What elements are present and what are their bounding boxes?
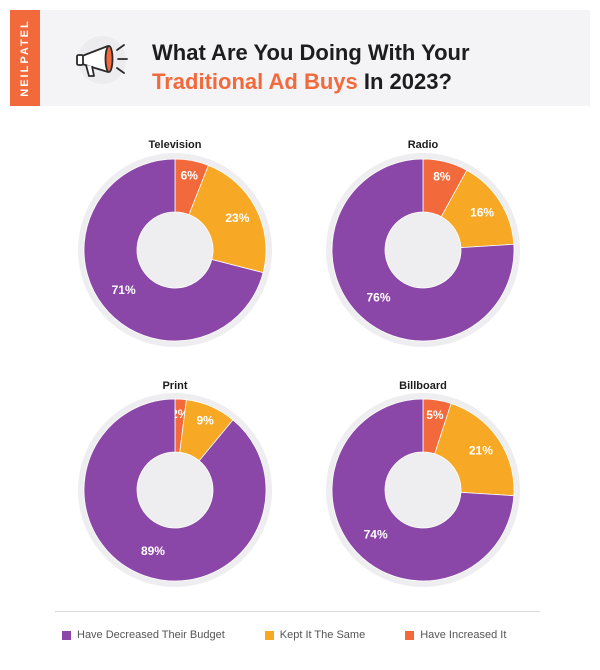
billboard-label-kept: 21% bbox=[469, 444, 493, 458]
legend-swatch-increased bbox=[405, 630, 415, 640]
legend-label-kept: Kept It The Same bbox=[279, 629, 366, 641]
print-slice-decreased bbox=[83, 398, 267, 582]
television-slice-decreased bbox=[83, 158, 264, 342]
radio-label-decreased: 76% bbox=[366, 290, 390, 304]
brand-strip: NEILPATEL bbox=[10, 10, 40, 106]
television-label-increased: 6% bbox=[181, 168, 199, 182]
print-label-kept: 9% bbox=[197, 413, 215, 427]
title-rest: In 2023? bbox=[357, 69, 452, 94]
radio-label-kept: 16% bbox=[470, 205, 494, 219]
title-line-2: Traditional Ad Buys In 2023? bbox=[152, 67, 470, 96]
title-highlight: Traditional Ad Buys bbox=[152, 69, 358, 94]
print-chart-title: Print bbox=[162, 380, 187, 392]
megaphone-icon bbox=[76, 36, 128, 84]
billboard-chart-title: Billboard bbox=[399, 380, 447, 392]
legend-swatch-kept bbox=[264, 630, 274, 640]
radio-label-increased: 8% bbox=[433, 169, 451, 183]
page-title: What Are You Doing With Your Traditional… bbox=[152, 38, 470, 96]
title-line-1: What Are You Doing With Your bbox=[152, 40, 470, 65]
header-banner: NEILPATEL What Are You Doing With Your T… bbox=[10, 10, 590, 106]
television-label-decreased: 71% bbox=[112, 283, 136, 297]
legend-label-decreased: Have Decreased Their Budget bbox=[77, 629, 225, 641]
legend-swatch-decreased bbox=[62, 630, 71, 640]
print-label-decreased: 89% bbox=[141, 544, 165, 558]
television-label-kept: 23% bbox=[225, 211, 249, 225]
radio-chart-title: Radio bbox=[408, 139, 439, 151]
billboard-slice-kept bbox=[434, 402, 515, 497]
legend-label-increased: Have Increased It bbox=[420, 629, 507, 641]
television-slice-kept bbox=[188, 164, 267, 274]
billboard-label-decreased: 74% bbox=[364, 527, 388, 541]
billboard-slice-decreased bbox=[331, 398, 515, 582]
legend-divider bbox=[55, 611, 540, 612]
legend-item-increased: Have Increased It bbox=[405, 627, 506, 643]
legend-item-decreased: Have Decreased Their Budget bbox=[62, 627, 225, 643]
radio-slice-decreased bbox=[331, 158, 515, 342]
legend-item-kept: Kept It The Same bbox=[264, 627, 366, 643]
billboard-label-increased: 5% bbox=[426, 408, 444, 422]
television-chart-title: Television bbox=[149, 139, 202, 151]
chart-legend: Have Decreased Their Budget Kept It The … bbox=[62, 627, 506, 643]
